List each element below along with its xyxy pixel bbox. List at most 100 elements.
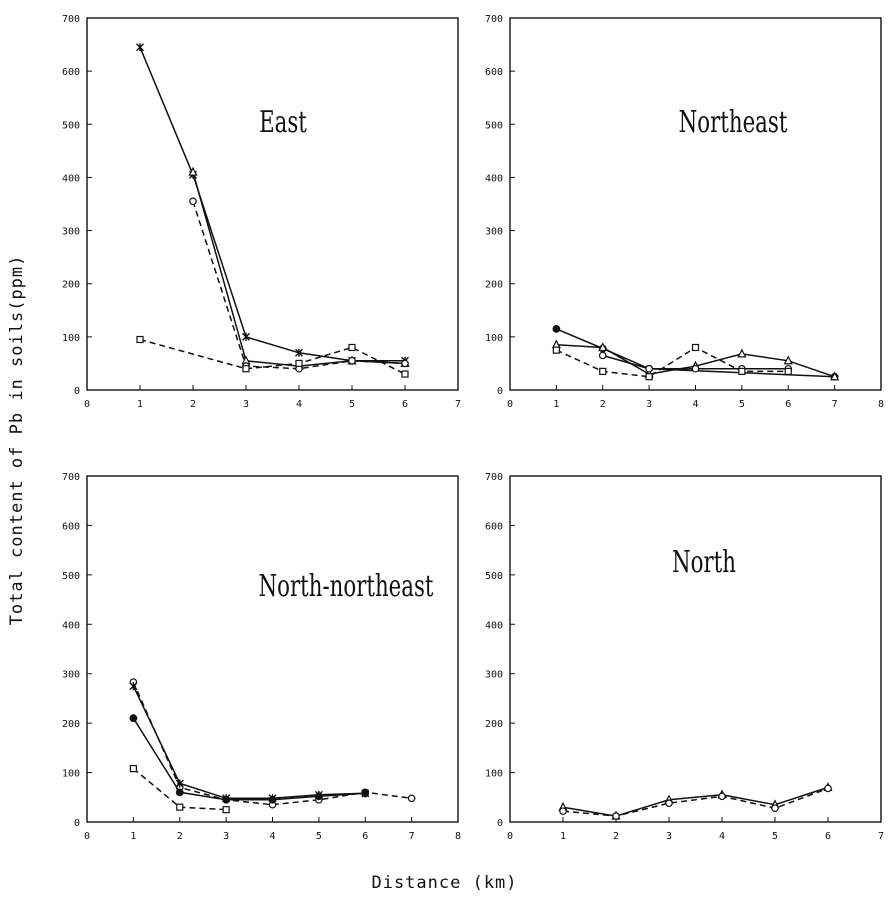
panel-title: East	[259, 106, 307, 141]
y-tick-label: 300	[485, 227, 503, 238]
series-line	[192, 201, 406, 370]
data-point-circle	[401, 359, 409, 368]
data-point-square	[691, 343, 700, 352]
series-line	[556, 346, 789, 378]
x-tick-label: 7	[878, 831, 884, 842]
x-tick-label: 5	[349, 399, 355, 410]
series-2	[129, 682, 370, 803]
data-point-star	[295, 348, 303, 357]
panel-1: 0 100 200 300 400 500 600 700 0 1 2 3 4 5 6 7 East	[62, 14, 461, 410]
y-tick-label: 300	[485, 670, 503, 681]
data-point-square	[129, 765, 137, 773]
data-point-circle	[665, 799, 673, 808]
x-tick-label: 8	[455, 831, 461, 842]
x-tick-label: 1	[137, 399, 143, 410]
x-tick-label: 6	[785, 399, 791, 410]
data-point-triangle	[783, 355, 793, 365]
y-tick-label: 100	[485, 769, 503, 780]
plot-frame	[509, 17, 882, 391]
series-1	[558, 782, 833, 820]
data-point-circle	[691, 364, 700, 373]
data-point-circle	[189, 197, 197, 206]
plot-frame	[86, 17, 459, 391]
series-4	[136, 335, 409, 378]
panel-title: Northeast	[679, 106, 788, 141]
y-tick-label: 500	[485, 571, 503, 582]
y-tick-label: 700	[485, 14, 503, 25]
panel-title: North	[672, 546, 736, 581]
series-line	[139, 46, 405, 362]
y-tick-label: 700	[62, 14, 80, 25]
data-point-square	[552, 346, 560, 354]
x-tick-label: 3	[223, 831, 229, 842]
x-tick-label: 3	[646, 399, 652, 410]
y-tick-label: 100	[62, 769, 80, 780]
y-tick-label: 700	[62, 472, 80, 483]
x-tick-label: 7	[832, 399, 838, 410]
x-tick-label: 0	[84, 831, 90, 842]
data-point-triangle	[830, 371, 840, 381]
x-tick-label: 5	[772, 831, 778, 842]
y-tick-label: 600	[62, 67, 80, 78]
x-tick-label: 2	[613, 831, 619, 842]
x-tick-label: 3	[666, 831, 672, 842]
data-point-square	[348, 343, 356, 352]
data-point-square	[242, 365, 250, 373]
y-tick-label: 200	[62, 280, 80, 291]
x-tick-label: 3	[243, 399, 249, 410]
y-tick-label: 200	[485, 719, 503, 730]
series-2	[559, 784, 832, 820]
x-tick-label: 0	[84, 399, 90, 410]
x-tick-label: 6	[362, 831, 368, 842]
data-point-dot	[222, 795, 231, 804]
y-tick-label: 300	[62, 227, 80, 238]
series-1	[129, 678, 416, 809]
data-point-dot	[361, 789, 370, 798]
data-point-square	[784, 367, 792, 375]
series-line	[192, 171, 406, 367]
x-tick-label: 7	[409, 831, 415, 842]
data-point-dot	[268, 795, 277, 804]
y-axis-label-wrapper: Total content of Pb in soils(ppm)	[2, 230, 32, 650]
data-point-circle	[598, 351, 607, 360]
x-tick-label: 4	[692, 399, 698, 410]
y-tick-label: 600	[485, 521, 503, 532]
panel-3: 0 100 200 300 400 500 600 700 0 1 2 3 4 5 6 7 8 North-nor…	[62, 472, 461, 842]
data-point-dot	[314, 792, 323, 801]
data-point-square	[136, 335, 144, 344]
y-tick-label: 500	[62, 571, 80, 582]
x-tick-label: 0	[507, 831, 513, 842]
y-tick-label: 0	[74, 818, 80, 829]
panel-4: 0 100 200 300 400 500 600 700 0 1 2 3 4 5 6 7 North	[485, 472, 884, 842]
series-line	[132, 717, 366, 801]
data-point-circle	[718, 792, 726, 801]
series-4	[129, 765, 230, 814]
data-point-circle	[407, 794, 416, 803]
x-axis-label: Distance (km)	[371, 873, 518, 893]
y-tick-label: 400	[62, 173, 80, 184]
x-tick-label: 5	[316, 831, 322, 842]
data-point-circle	[559, 807, 567, 815]
y-tick-label: 200	[485, 280, 503, 291]
x-tick-label: 1	[553, 399, 559, 410]
series-line	[562, 786, 829, 817]
series-3	[129, 714, 370, 804]
data-point-triangle	[598, 342, 608, 352]
data-point-circle	[348, 356, 356, 365]
y-tick-label: 400	[62, 620, 80, 631]
data-point-circle	[824, 784, 832, 793]
series-line	[562, 787, 829, 817]
series-3	[189, 197, 409, 373]
y-tick-label: 500	[62, 120, 80, 131]
series-4	[552, 343, 792, 381]
x-tick-label: 7	[455, 399, 461, 410]
x-tick-label: 4	[719, 831, 725, 842]
data-point-square	[738, 367, 746, 375]
data-point-dot	[175, 788, 184, 797]
data-point-square	[401, 370, 409, 378]
data-point-star	[136, 43, 144, 52]
data-point-star	[242, 332, 250, 341]
y-tick-label: 300	[62, 670, 80, 681]
data-point-dot	[129, 714, 138, 723]
panel-2: 0 100 200 300 400 500 600 700 0 1 2 3 4 5 6 7 8 Northeast	[485, 14, 884, 410]
